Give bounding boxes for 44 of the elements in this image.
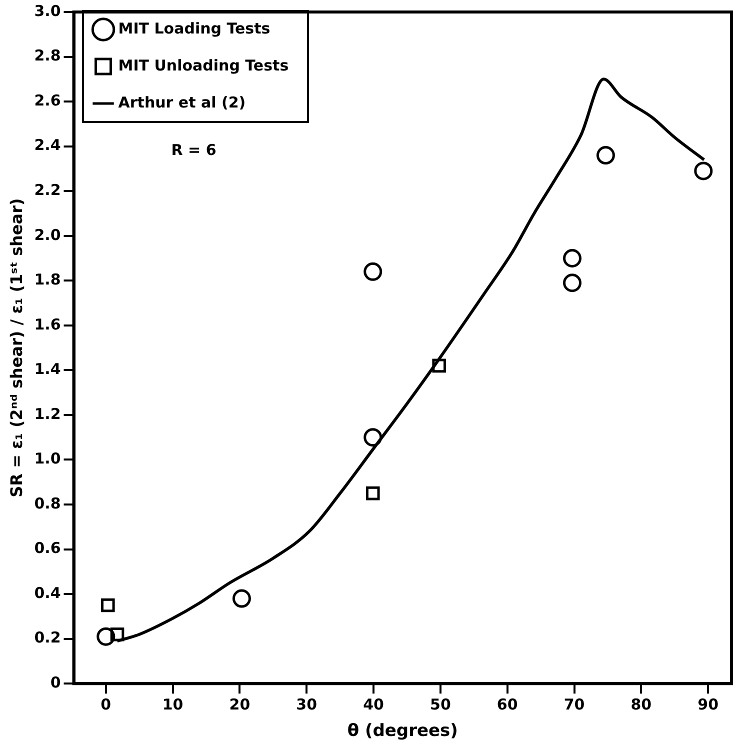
point xyxy=(96,627,116,646)
point xyxy=(364,262,382,281)
y-tick-label: 2.0 xyxy=(34,226,61,244)
legend-label: MIT Unloading Tests xyxy=(118,56,289,74)
x-tick-label: 0 xyxy=(100,695,112,714)
legend-label: Arthur et al (2) xyxy=(118,93,246,112)
point xyxy=(694,162,713,180)
legend-label: MIT Loading Tests xyxy=(118,19,270,38)
y-tick-label: 1.6 xyxy=(34,315,61,334)
y-tick-label: 2.4 xyxy=(34,136,61,154)
x-axis-title: θ (degrees) xyxy=(347,721,458,742)
y-tick-label: 3.0 xyxy=(34,2,61,20)
point xyxy=(110,627,124,642)
y-tick-label: 0.2 xyxy=(34,628,61,647)
y-tick-label: 2.6 xyxy=(34,91,61,110)
point xyxy=(100,598,115,612)
x-tick-label: 20 xyxy=(229,695,250,714)
y-tick-label: 2.2 xyxy=(34,180,61,199)
x-tick-label: 50 xyxy=(430,695,451,714)
y-axis-title: SR = ε₁ (2ⁿᵈ shear) / ε₁ (1ˢᵗ shear) xyxy=(6,198,26,498)
x-tick-label: 10 xyxy=(162,695,184,714)
x-tick-label: 90 xyxy=(698,695,719,714)
y-tick-label: 1.2 xyxy=(34,404,61,423)
y-tick-label: 1.0 xyxy=(34,450,61,468)
point xyxy=(563,249,582,268)
y-tick-label: 1.8 xyxy=(34,270,61,289)
y-tick-label: 2.8 xyxy=(34,46,61,65)
y-tick-label: 0.6 xyxy=(34,539,61,558)
y-tick-label: 1.4 xyxy=(34,360,61,378)
y-tick-label: 0 xyxy=(50,673,61,692)
point xyxy=(432,358,446,373)
point xyxy=(596,146,615,165)
x-tick-label: 60 xyxy=(496,695,518,714)
x-tick-label: 30 xyxy=(296,695,318,714)
point xyxy=(364,428,382,447)
annotation: R = 6 xyxy=(170,141,218,159)
x-tick-label: 70 xyxy=(564,695,585,714)
point xyxy=(232,589,251,608)
point xyxy=(563,274,582,292)
x-tick-label: 40 xyxy=(363,695,384,714)
point xyxy=(366,486,380,500)
y-tick-label: 0.8 xyxy=(34,494,61,512)
y-tick-label: 0.4 xyxy=(34,584,61,602)
x-tick-label: 80 xyxy=(630,695,652,714)
